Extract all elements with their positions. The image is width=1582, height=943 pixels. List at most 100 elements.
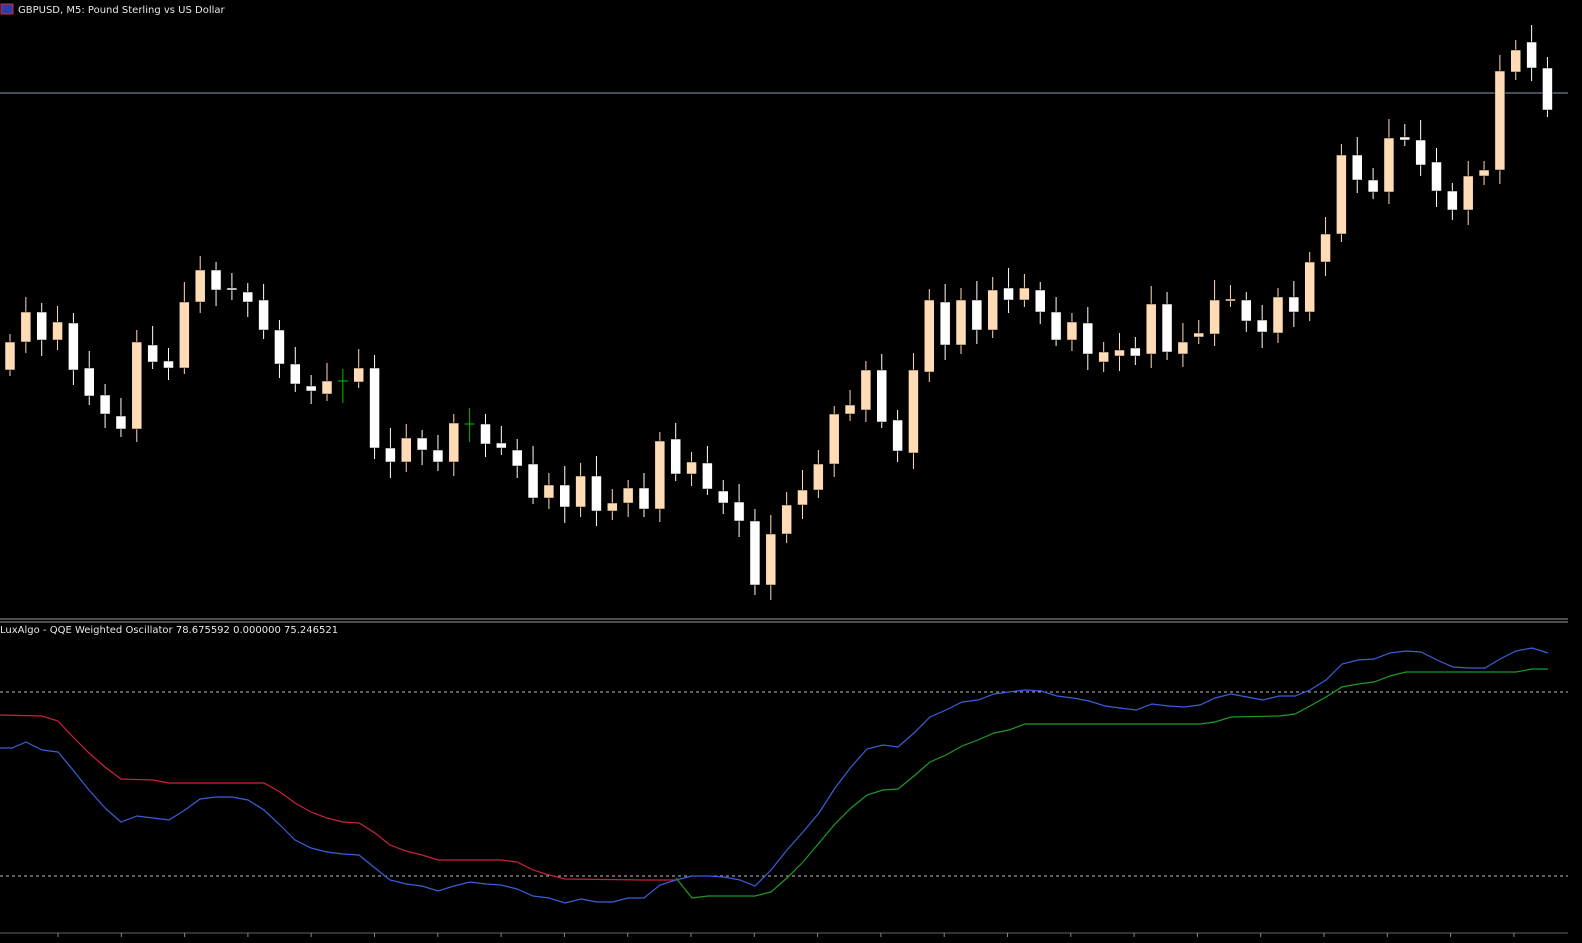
candle-body bbox=[1130, 347, 1141, 357]
candle-body bbox=[575, 475, 586, 508]
flag-icon bbox=[0, 3, 14, 15]
candle-body bbox=[1098, 351, 1109, 363]
candle-body bbox=[1399, 136, 1411, 141]
candle-body bbox=[559, 484, 570, 508]
candle-body bbox=[1066, 321, 1078, 341]
candle-body bbox=[828, 413, 840, 465]
candle-body bbox=[52, 321, 63, 341]
candle-body bbox=[511, 449, 523, 467]
candle-body bbox=[781, 504, 792, 535]
candle-body bbox=[1225, 298, 1236, 302]
candle-body bbox=[1019, 287, 1030, 301]
candle-body bbox=[1542, 67, 1553, 111]
candle-body bbox=[1431, 161, 1442, 192]
candle-body bbox=[369, 367, 380, 449]
candle-body bbox=[1478, 169, 1490, 177]
candle-body bbox=[718, 490, 729, 504]
candle-body bbox=[1510, 49, 1521, 73]
candle-body bbox=[385, 447, 396, 463]
candle-body bbox=[987, 289, 998, 331]
candle-body bbox=[321, 380, 333, 395]
candle-body bbox=[210, 269, 222, 291]
candle-body bbox=[844, 404, 856, 415]
candle-body bbox=[4, 341, 16, 371]
candle-body bbox=[147, 344, 158, 363]
candle-body bbox=[765, 533, 777, 586]
candle-body bbox=[543, 484, 555, 499]
candle-body bbox=[99, 394, 111, 415]
symbol-title: GBPUSD, M5: Pound Sterling vs US Dollar bbox=[18, 5, 226, 16]
candle-body bbox=[1383, 137, 1395, 193]
candle-body bbox=[242, 291, 253, 303]
candle-body bbox=[1462, 175, 1474, 211]
candle-body bbox=[401, 437, 412, 463]
trailing-line-bull bbox=[675, 668, 1548, 899]
candle-body bbox=[20, 311, 32, 343]
candle-body bbox=[1415, 139, 1426, 166]
candle-body bbox=[733, 501, 745, 522]
candle-body bbox=[591, 475, 602, 512]
candle-body bbox=[1193, 332, 1204, 338]
candle-body bbox=[353, 367, 364, 383]
candle-body bbox=[274, 329, 285, 365]
candle-body bbox=[1272, 296, 1284, 334]
candle-body bbox=[1035, 289, 1046, 313]
candle-body bbox=[416, 437, 428, 451]
candle-body bbox=[1241, 299, 1252, 322]
candle-body bbox=[1050, 311, 1062, 341]
candle-body bbox=[1177, 341, 1189, 355]
candle-body bbox=[194, 269, 206, 303]
qqe-line bbox=[0, 647, 1549, 904]
candle-body bbox=[305, 385, 317, 392]
candle-body bbox=[1256, 319, 1268, 333]
candle-body bbox=[1288, 296, 1300, 313]
candle-body bbox=[686, 461, 697, 475]
candle-body bbox=[971, 299, 983, 331]
indicator-label: LuxAlgo - QQE Weighted Oscillator 78.675… bbox=[0, 625, 338, 636]
candle-body bbox=[84, 367, 95, 397]
candle-body bbox=[638, 487, 650, 510]
candle-body bbox=[1494, 70, 1506, 171]
candle-body bbox=[496, 442, 507, 449]
candle-body bbox=[797, 489, 808, 506]
candle-body bbox=[892, 419, 903, 452]
candle-body bbox=[226, 287, 238, 291]
candle-body bbox=[939, 301, 951, 346]
candle-body bbox=[1320, 233, 1331, 263]
candle-body bbox=[1161, 303, 1173, 353]
candle-body bbox=[876, 369, 887, 423]
trailing-line-bear bbox=[0, 714, 676, 881]
candle-body bbox=[908, 369, 919, 454]
candle-body bbox=[924, 299, 935, 373]
candle-body bbox=[1526, 41, 1537, 69]
candle-body bbox=[115, 415, 127, 430]
candle-body bbox=[1352, 154, 1363, 181]
candle-body bbox=[1447, 190, 1458, 211]
candle-body bbox=[622, 487, 634, 504]
candle-body bbox=[163, 360, 174, 369]
candle-body bbox=[654, 440, 666, 510]
candle-body bbox=[131, 341, 143, 430]
candle-body bbox=[258, 299, 269, 331]
candle-body bbox=[1209, 299, 1220, 335]
candle-body bbox=[68, 322, 79, 371]
candle-body bbox=[670, 438, 681, 475]
candle-body bbox=[432, 449, 444, 463]
candle-body bbox=[179, 301, 190, 369]
candle-body bbox=[813, 463, 824, 491]
candle-body bbox=[749, 520, 761, 586]
candle-body bbox=[1114, 349, 1125, 357]
candle-body bbox=[702, 462, 713, 490]
candle-body bbox=[1145, 303, 1157, 355]
candle-body bbox=[1082, 322, 1094, 355]
candle-body bbox=[527, 463, 539, 499]
candle-body bbox=[1003, 287, 1014, 301]
candle-body bbox=[1304, 261, 1315, 313]
candle-body bbox=[1367, 179, 1379, 193]
candle-body bbox=[1336, 154, 1347, 235]
candle-body bbox=[290, 363, 301, 385]
candle-body bbox=[860, 369, 872, 411]
